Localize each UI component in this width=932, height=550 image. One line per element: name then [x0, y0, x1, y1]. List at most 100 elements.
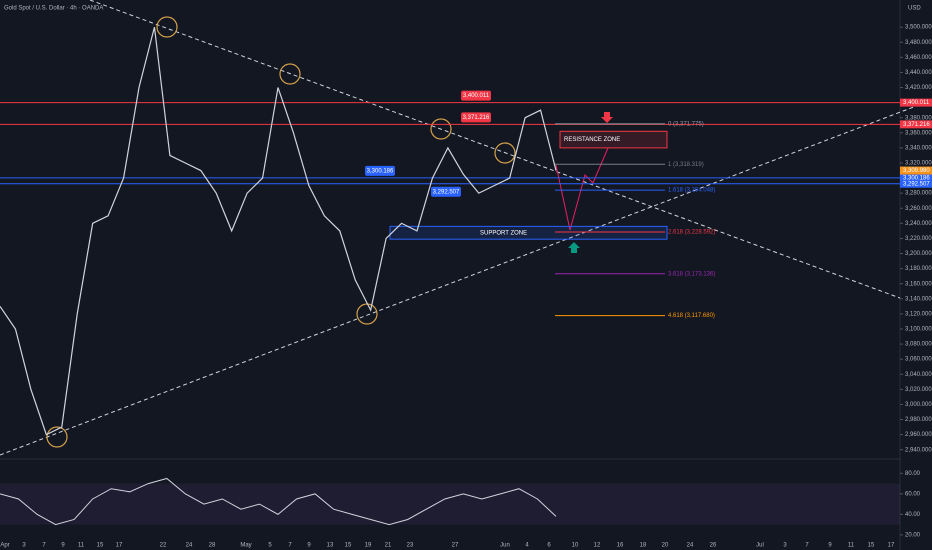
x-tick-label: 20: [662, 543, 669, 549]
x-tick-label: 9: [828, 543, 832, 549]
y-tick-label: 3,240.000: [905, 221, 932, 227]
rsi-line: [0, 477, 557, 526]
rsi-tick-label: 60.00: [905, 491, 921, 497]
price-tag-label: 3,292.507: [903, 181, 930, 187]
x-tick-label: 27: [452, 543, 459, 549]
rsi-tick-label: 20.00: [905, 532, 921, 538]
x-tick-label: 21: [385, 543, 392, 549]
y-tick-label: 3,260.000: [905, 206, 932, 212]
x-tick-label: 24: [687, 543, 694, 549]
x-tick-label: 19: [365, 543, 372, 549]
x-tick-label: May: [240, 543, 251, 549]
current-price-tag: [900, 166, 932, 175]
fib-label: 4.618 (3,117.680): [668, 313, 715, 319]
x-tick-label: 15: [97, 543, 104, 549]
y-tick-label: 2,960.000: [905, 432, 932, 438]
projection: [555, 147, 609, 231]
x-tick-label: Jun: [500, 543, 510, 549]
callout: [461, 112, 491, 123]
x-tick-label: 18: [640, 543, 647, 549]
x-tick-label: 3: [22, 543, 26, 549]
x-tick-label: 17: [116, 543, 123, 549]
x-tick-label: 4: [525, 543, 529, 549]
callout-label: 3,300.186: [367, 169, 394, 175]
zone: [389, 225, 668, 240]
x-tick-label: 7: [288, 543, 292, 549]
price-tag: [900, 179, 932, 188]
fib-label: 1 (3,318.319): [668, 162, 704, 168]
fib-label: 1.618 (3,284.048): [668, 188, 715, 194]
fib-label: 0 (3,371.775): [668, 121, 704, 127]
x-tick-label: 22: [160, 543, 167, 549]
x-tick-label: 15: [345, 543, 352, 549]
current-price-label: 3,309.980: [903, 168, 930, 174]
up-arrow: [568, 242, 580, 253]
y-tick-label: 3,000.000: [905, 402, 932, 408]
y-tick-label: 3,080.000: [905, 342, 932, 348]
y-tick-label: 3,500.000: [905, 25, 932, 31]
price-line: [0, 27, 557, 436]
callout-label: 3,400.011: [463, 93, 490, 99]
x-tick-label: 11: [848, 543, 855, 549]
y-tick-label: 3,420.000: [905, 85, 932, 91]
trend-line: [0, 99, 932, 456]
trend-line: [89, 0, 901, 299]
x-tick-label: 16: [617, 543, 624, 549]
rsi-band: [0, 483, 900, 525]
y-tick-label: 3,020.000: [905, 387, 932, 393]
zone-label: SUPPORT ZONE: [480, 230, 527, 236]
x-tick-label: 9: [61, 543, 65, 549]
price-tag-label: 3,371.216: [903, 122, 930, 128]
x-tick-label: 9: [307, 543, 311, 549]
y-tick-label: 3,360.000: [905, 130, 932, 136]
fib-label: 2.618 (3,228.592): [668, 230, 715, 236]
y-tick-label: 3,180.000: [905, 266, 932, 272]
y-tick-label: 3,220.000: [905, 236, 932, 242]
rsi-tick-label: 80.00: [905, 471, 921, 477]
y-tick-label: 3,380.000: [905, 115, 932, 121]
fib-label: 3.618 (3,173.136): [668, 271, 715, 277]
callout: [431, 186, 461, 197]
highlights: [46, 16, 516, 448]
callout: [365, 165, 395, 176]
x-tick-label: Jul: [756, 543, 764, 549]
y-tick-label: 3,480.000: [905, 40, 932, 46]
x-tick-label: 13: [327, 543, 334, 549]
x-tick-label: 12: [594, 543, 601, 549]
y-tick-label: 3,340.000: [905, 145, 932, 151]
y-tick-label: 2,940.000: [905, 447, 932, 453]
x-tick-label: 23: [407, 543, 414, 549]
price-tag: [900, 173, 932, 182]
price-tag: [900, 98, 932, 107]
zone-label: RESISTANCE ZONE: [564, 137, 620, 143]
x-tick-label: 5: [268, 543, 272, 549]
down-arrow: [601, 112, 613, 123]
y-tick-label: 2,980.000: [905, 417, 932, 423]
callout-label: 3,292.507: [433, 189, 460, 195]
y-tick-label: 3,140.000: [905, 296, 932, 302]
x-tick-label: 7: [42, 543, 46, 549]
price-tag-label: 3,300.186: [903, 176, 930, 182]
x-tick-label: 10: [572, 543, 579, 549]
y-tick-label: 3,440.000: [905, 70, 932, 76]
y-tick-label: 3,280.000: [905, 191, 932, 197]
y-tick-label: 3,040.000: [905, 372, 932, 378]
x-tick-label: 26: [710, 543, 717, 549]
y-tick-label: 3,320.000: [905, 161, 932, 167]
rsi-tick-label: 40.00: [905, 512, 921, 518]
x-tick-label: 17: [888, 543, 895, 549]
x-tick-label: 28: [209, 543, 216, 549]
price-tag: [900, 120, 932, 129]
zone: [559, 130, 668, 149]
x-tick-label: 24: [186, 543, 193, 549]
y-tick-label: 3,460.000: [905, 55, 932, 61]
y-tick-label: 3,100.000: [905, 327, 932, 333]
x-tick-label: Apr: [0, 543, 9, 549]
x-tick-label: 11: [78, 543, 85, 549]
symbol-title: Gold Spot / U.S. Dollar · 4h · OANDA: [4, 6, 103, 12]
callout-label: 3,371.216: [463, 115, 490, 121]
price-tag-label: 3,400.011: [903, 100, 930, 106]
y-tick-label: 3,200.000: [905, 251, 932, 257]
currency: USD: [908, 6, 921, 12]
